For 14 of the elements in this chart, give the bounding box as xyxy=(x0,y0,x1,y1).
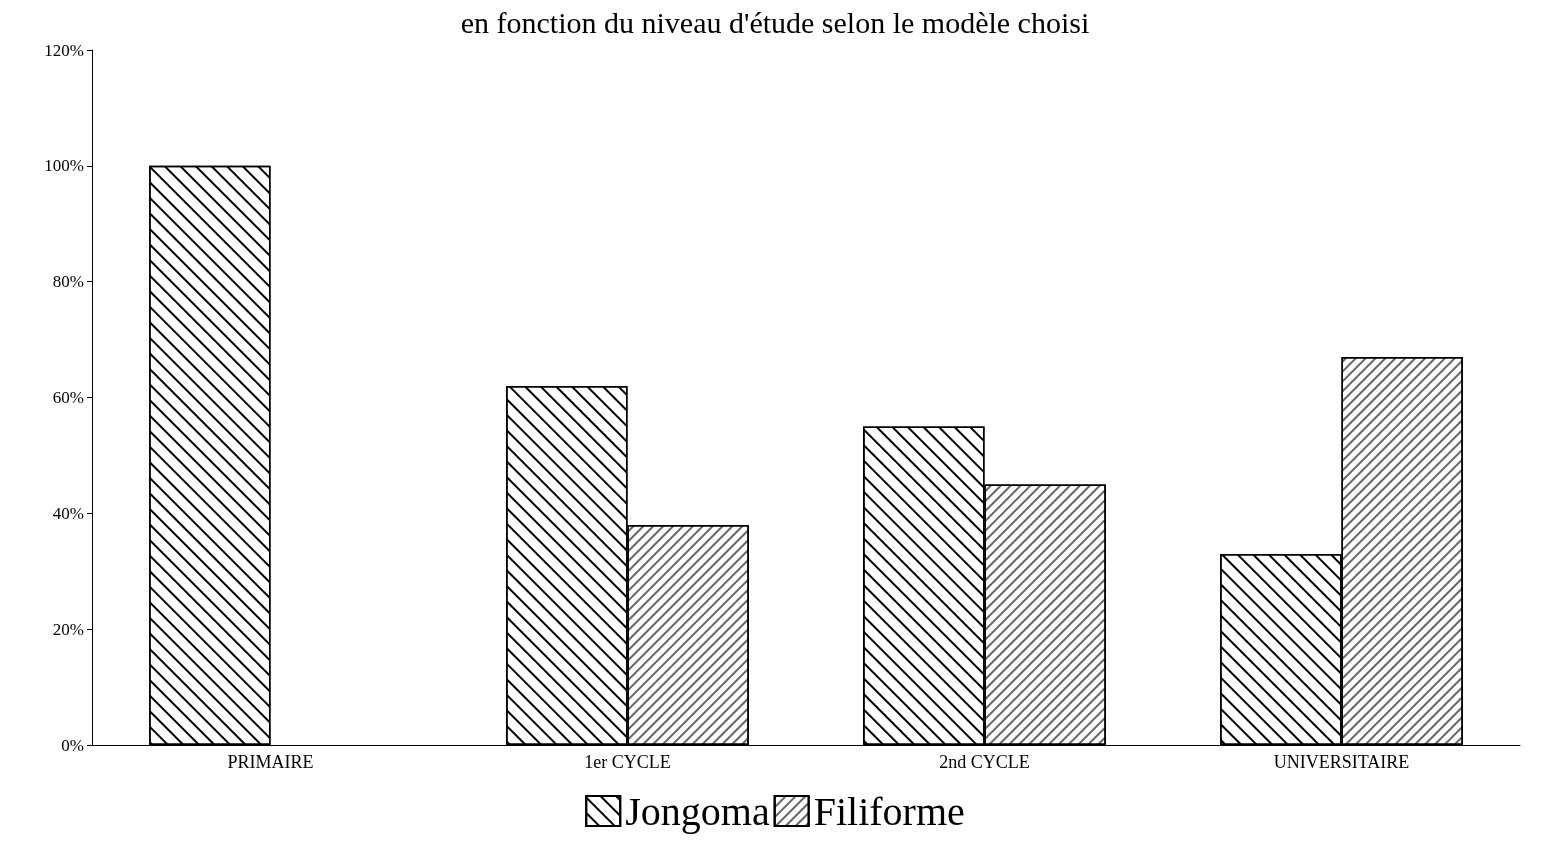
y-tick-label: 0% xyxy=(61,735,84,755)
y-tick-label: 100% xyxy=(44,156,84,176)
x-tick-label: PRIMAIRE xyxy=(227,752,314,772)
legend-label: Filiforme xyxy=(813,788,965,834)
chart-title: en fonction du niveau d'étude selon le modèle choisi xyxy=(460,5,1090,39)
legend-label: Jongoma xyxy=(625,788,770,834)
y-tick-label: 80% xyxy=(52,272,84,292)
x-tick-label: UNIVERSITAIRE xyxy=(1273,752,1410,772)
x-tick-label: 1er CYCLE xyxy=(584,752,671,772)
x-tick-label: 2nd CYCLE xyxy=(939,752,1030,772)
y-tick-label: 20% xyxy=(52,619,84,639)
y-tick-label: 120% xyxy=(44,40,84,60)
y-tick-label: 60% xyxy=(52,388,84,407)
y-tick-label: 40% xyxy=(52,503,84,523)
